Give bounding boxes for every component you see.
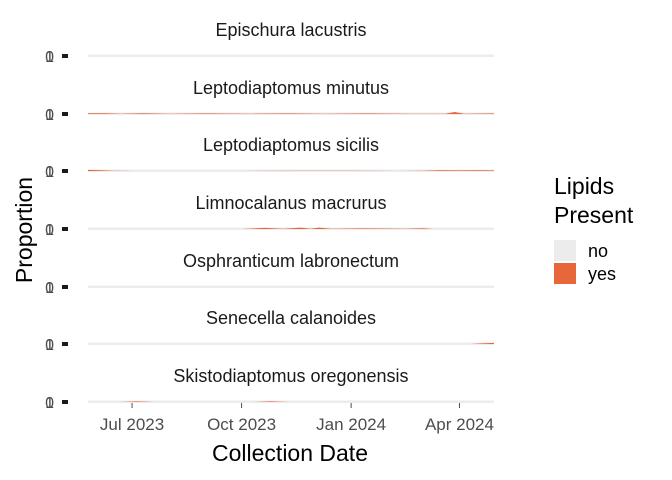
legend: Lipids Present no yes: [554, 173, 634, 284]
x-tick-label: Oct 2023: [207, 415, 276, 434]
facet-panel: Epischura lacustris 01: [45, 20, 494, 66]
legend-title-line-1: Lipids: [554, 173, 614, 199]
y-axis-title: Proportion: [11, 177, 37, 283]
y-tick-label: 0: [45, 395, 54, 412]
facet-panel: Leptodiaptomus minutus 01: [45, 78, 494, 124]
yes-area: [88, 169, 494, 171]
yes-area: [88, 112, 494, 114]
y-tick-label: 1: [45, 222, 54, 239]
y-tick: [62, 342, 68, 346]
x-tick-label: Jan 2024: [316, 415, 386, 434]
y-tick: [62, 400, 68, 404]
legend-title-line-2: Present: [554, 202, 634, 228]
no-area: [88, 54, 494, 57]
y-tick-label: 1: [45, 49, 54, 66]
y-tick: [62, 54, 68, 58]
x-tick-label: Jul 2023: [100, 415, 164, 434]
y-tick-label: 1: [45, 107, 54, 124]
y-tick-label: 1: [45, 280, 54, 297]
y-tick: [62, 227, 68, 231]
y-tick-label: 0: [45, 49, 54, 66]
facet-strip-label: Epischura lacustris: [215, 20, 366, 40]
legend-label-yes: yes: [588, 264, 616, 284]
y-tick-label: 0: [45, 337, 54, 354]
y-tick: [62, 169, 68, 173]
y-tick-label: 0: [45, 164, 54, 181]
y-tick: [62, 112, 68, 116]
facet-strip-label: Leptodiaptomus sicilis: [203, 135, 379, 155]
y-tick-label: 0: [45, 280, 54, 297]
x-axis: Jul 2023 Oct 2023 Jan 2024 Apr 2024: [100, 403, 494, 434]
x-tick-label: Apr 2024: [425, 415, 494, 434]
y-tick-label: 1: [45, 164, 54, 181]
no-area: [88, 285, 494, 288]
x-axis-title: Collection Date: [212, 440, 368, 466]
facet-strip-label: Limnocalanus macrurus: [195, 193, 386, 213]
y-tick-label: 1: [45, 337, 54, 354]
facet-strip-label: Osphranticum labronectum: [183, 251, 399, 271]
facet-panel: Leptodiaptomus sicilis 01: [45, 135, 494, 181]
facet-strip-label: Skistodiaptomus oregonensis: [173, 366, 408, 386]
facet-panel: Skistodiaptomus oregonensis 01: [45, 366, 494, 412]
y-tick-label: 1: [45, 395, 54, 412]
facet-strip-label: Leptodiaptomus minutus: [193, 78, 389, 98]
y-tick-label: 0: [45, 222, 54, 239]
yes-area: [88, 227, 494, 229]
legend-key-no: [554, 240, 576, 261]
legend-label-no: no: [588, 241, 608, 261]
no-area: [88, 400, 494, 403]
y-tick: [62, 285, 68, 289]
facet-strip-label: Senecella calanoides: [206, 308, 376, 328]
y-tick-label: 0: [45, 107, 54, 124]
yes-area: [88, 401, 494, 402]
facet-panel: Osphranticum labronectum 01: [45, 251, 494, 297]
legend-key-yes: [554, 263, 576, 284]
facet-panel: Senecella calanoides 01: [45, 308, 494, 354]
no-area: [88, 342, 494, 345]
facet-panel: Limnocalanus macrurus 01: [45, 193, 494, 239]
